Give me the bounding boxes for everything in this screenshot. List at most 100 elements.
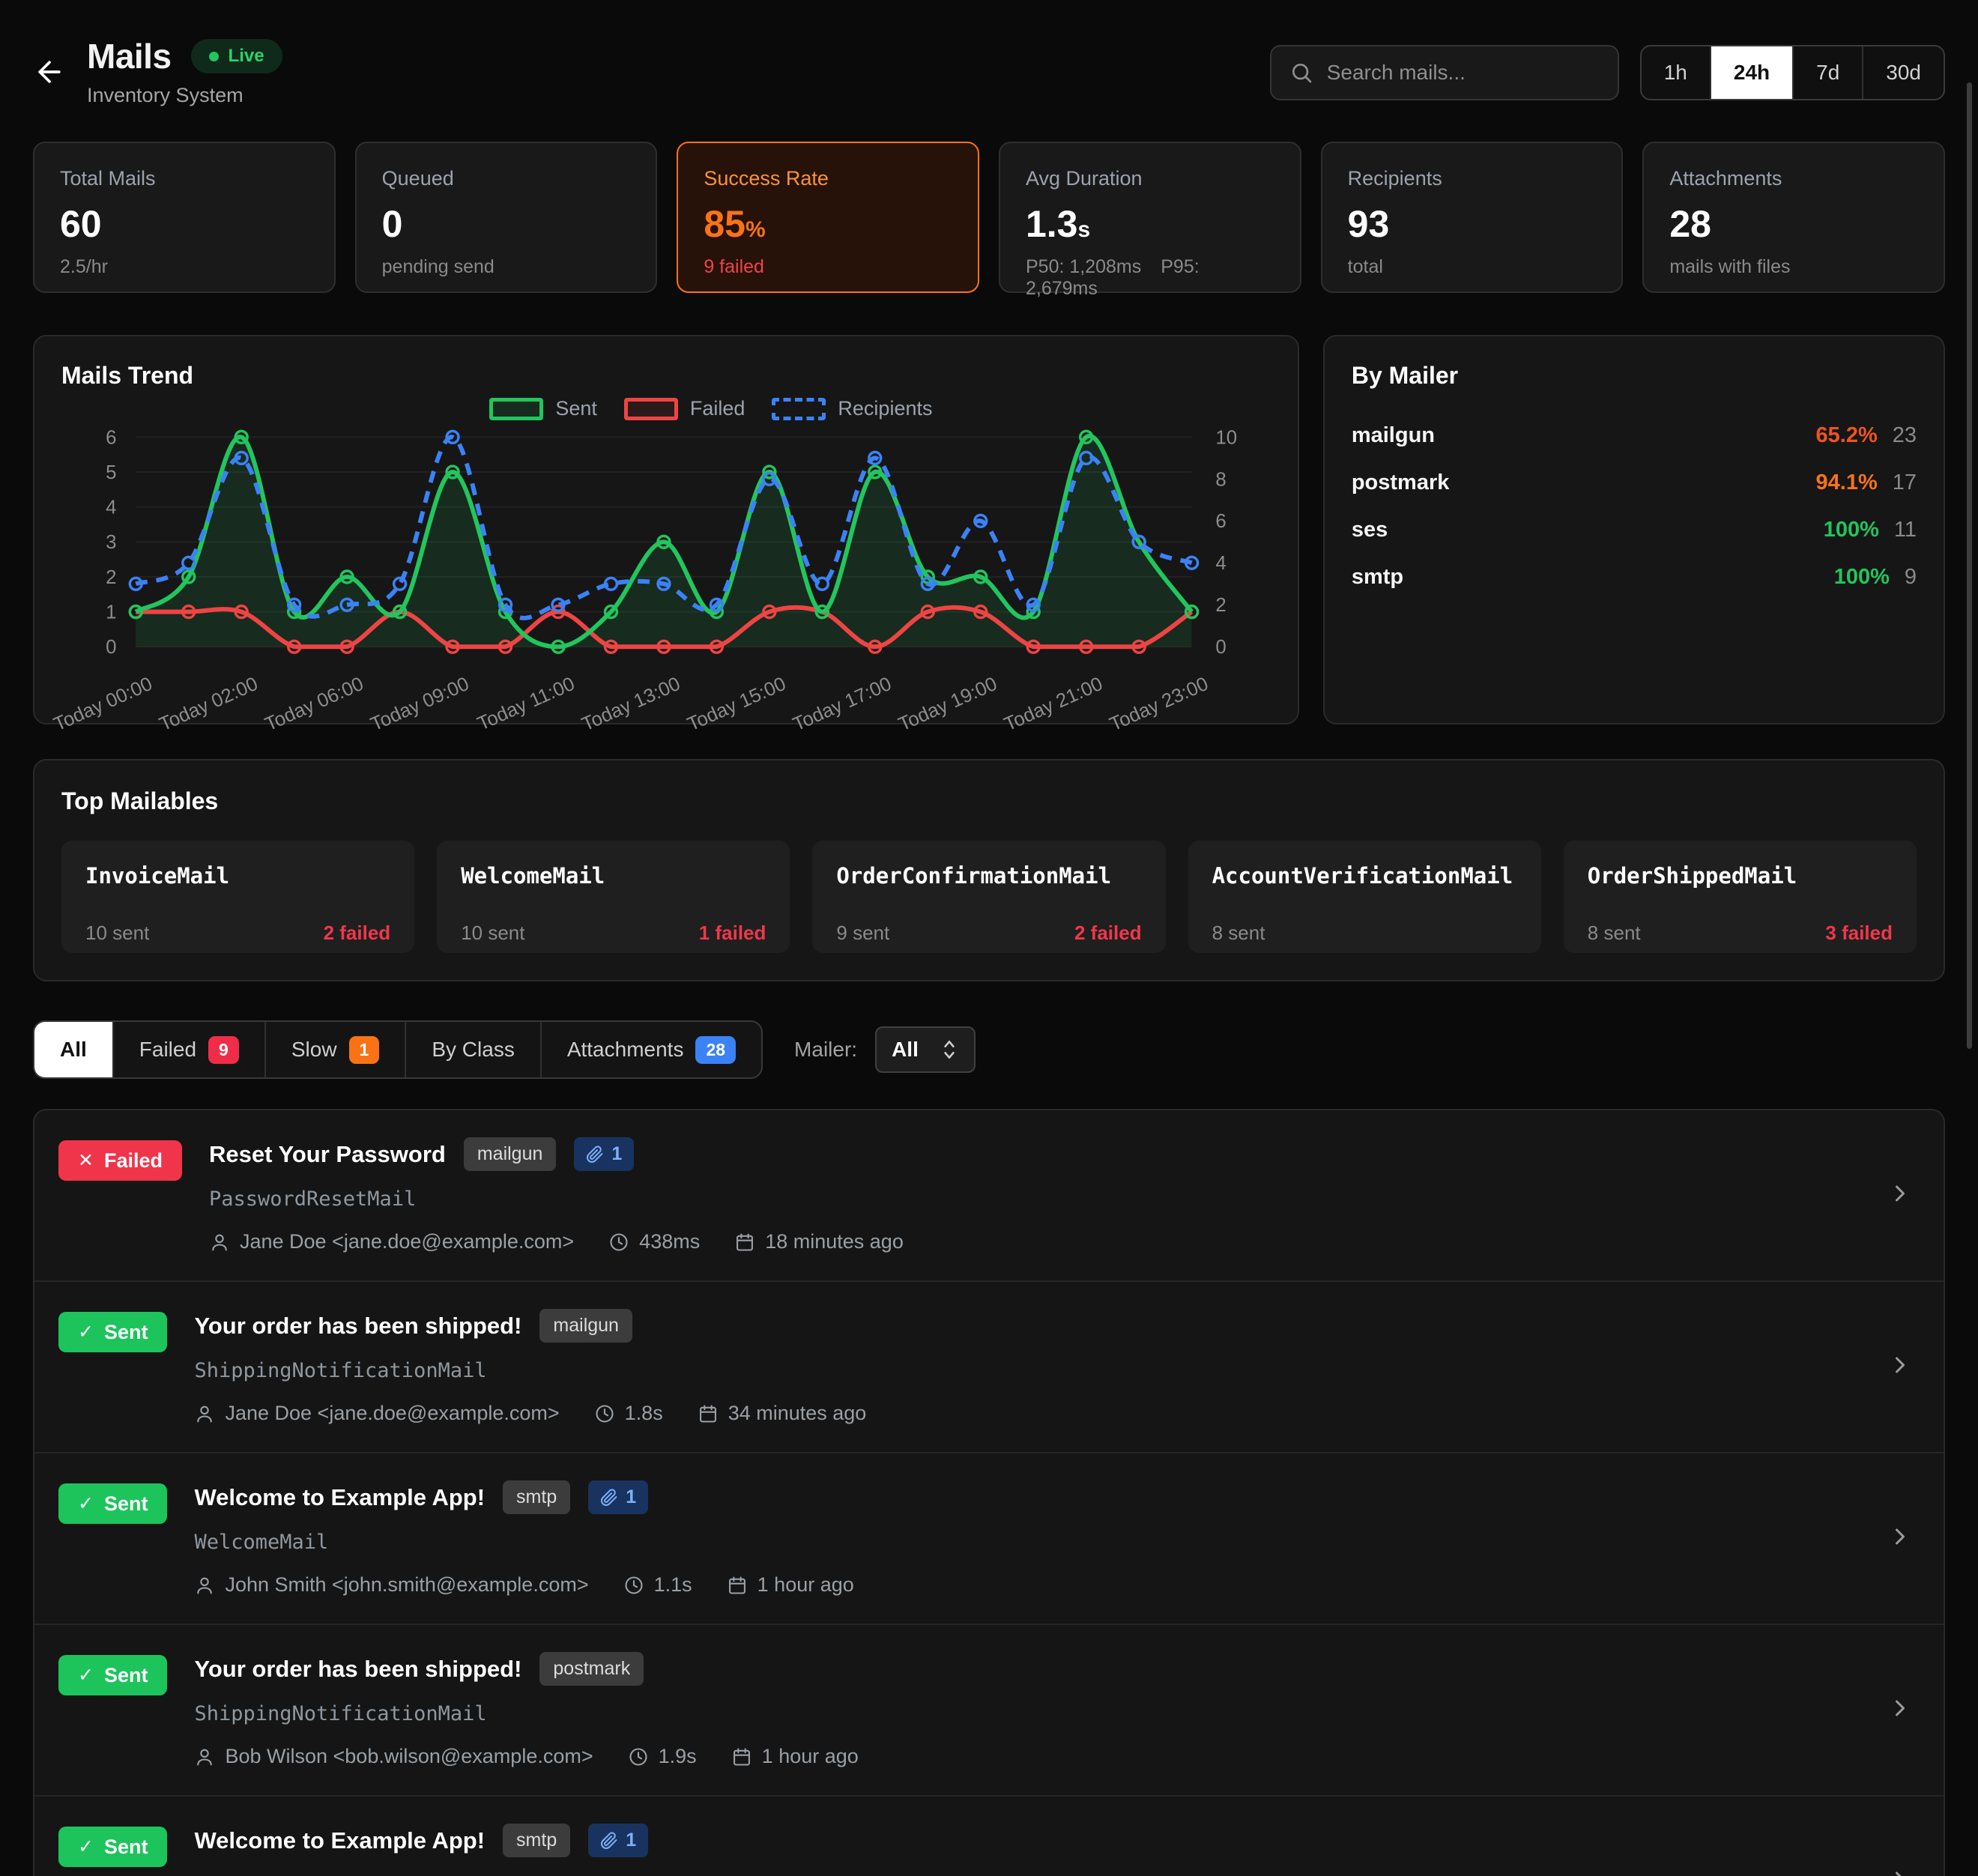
chevron-right-icon <box>1887 1180 1914 1211</box>
mail-list-item[interactable]: ✓ Sent Your order has been shipped! postm… <box>34 1624 1944 1795</box>
mail-list-item[interactable]: ✓ Sent Your order has been shipped! mailg… <box>34 1280 1944 1452</box>
calendar-icon <box>728 1576 745 1594</box>
range-7d-button[interactable]: 7d <box>1792 46 1862 99</box>
svg-text:Today 06:00: Today 06:00 <box>262 674 367 736</box>
mail-subject: Your order has been shipped! <box>194 1312 522 1339</box>
tab-by-class[interactable]: By Class <box>405 1022 539 1077</box>
mailer-chip: postmark <box>539 1652 644 1686</box>
mailer-row-postmark: postmark 94.1% 17 <box>1351 470 1917 494</box>
svg-text:Today 17:00: Today 17:00 <box>790 674 895 736</box>
svg-text:Today 23:00: Today 23:00 <box>1107 674 1212 736</box>
trend-title: Mails Trend <box>61 362 194 389</box>
svg-text:6: 6 <box>106 427 116 448</box>
stat-value: 60 <box>60 203 102 245</box>
tab-attachments[interactable]: Attachments 28 <box>539 1022 761 1077</box>
stat-value: 85% <box>704 203 766 245</box>
mailable-card-order-confirmation: OrderConfirmationMail 9 sent 2 failed <box>812 841 1166 953</box>
app-subtitle: Inventory System <box>87 84 244 106</box>
chevron-right-icon <box>1887 1866 1914 1876</box>
mailable-class: WelcomeMail <box>194 1874 1860 1876</box>
stats-row: Total Mails 60 2.5/hr Queued 0 pending s… <box>33 142 1945 299</box>
mailer-select[interactable]: All <box>875 1026 976 1073</box>
mailable-class: ShippingNotificationMail <box>194 1702 487 1725</box>
back-button[interactable] <box>33 55 66 91</box>
stat-label: Attachments <box>1669 167 1782 190</box>
tab-failed[interactable]: Failed 9 <box>112 1022 264 1077</box>
mailer-chip: smtp <box>503 1480 571 1514</box>
paperclip-icon <box>601 1831 617 1849</box>
mail-list-item[interactable]: ✕ Failed Reset Your Password mailgun 1 Pa… <box>34 1110 1944 1280</box>
mailable-class: ShippingNotificationMail <box>194 1359 487 1382</box>
search-box[interactable] <box>1269 45 1619 100</box>
filter-bar: All Failed 9 Slow 1 By Class Attachments 28… <box>33 1020 1945 1079</box>
tab-slow[interactable]: Slow 1 <box>264 1022 405 1077</box>
legend-sent-swatch <box>489 397 544 420</box>
stat-label: Avg Duration <box>1025 167 1143 190</box>
svg-text:2: 2 <box>106 567 116 588</box>
stat-value: 1.3s <box>1025 203 1091 245</box>
status-badge: ✓ Sent <box>58 1483 168 1524</box>
mailer-count: 9 <box>1904 565 1917 589</box>
duration-meta: 1.9s <box>628 1745 697 1768</box>
time-meta: 18 minutes ago <box>734 1230 904 1253</box>
recipient-meta: Jane Doe <jane.doe@example.com> <box>209 1230 574 1253</box>
by-mailer-card: By Mailer mailgun 65.2% 23 postmark 94.1%… <box>1322 335 1945 724</box>
legend-recipients: Recipients <box>772 397 932 420</box>
stat-card-success-rate: Success Rate 85% 9 failed <box>677 142 979 293</box>
svg-text:Today 19:00: Today 19:00 <box>895 674 1000 736</box>
top-mailables-title: Top Mailables <box>61 787 219 814</box>
mailer-count: 23 <box>1892 423 1917 447</box>
stat-sub: total <box>1347 256 1383 277</box>
range-30d-button[interactable]: 30d <box>1862 46 1944 99</box>
svg-text:10: 10 <box>1215 427 1237 448</box>
attachment-badge: 1 <box>588 1480 649 1514</box>
search-icon <box>1292 64 1312 83</box>
svg-text:3: 3 <box>106 532 116 553</box>
range-24h-button[interactable]: 24h <box>1709 46 1793 99</box>
search-input[interactable] <box>1326 61 1600 85</box>
stat-sub: P50: 1,208ms P95: 2,679ms <box>1025 256 1200 299</box>
mailer-count: 11 <box>1893 518 1917 542</box>
calendar-icon <box>699 1404 716 1423</box>
mailer-chip: mailgun <box>463 1137 557 1171</box>
clock-icon <box>629 1747 647 1766</box>
recipient-meta: John Smith <john.smith@example.com> <box>194 1573 589 1597</box>
mailer-rate: 100% <box>1833 565 1890 589</box>
check-icon: ✓ <box>78 1665 94 1686</box>
stat-card-recipients: Recipients 93 total <box>1320 142 1624 293</box>
svg-text:Today 21:00: Today 21:00 <box>1001 674 1106 736</box>
svg-text:Today 02:00: Today 02:00 <box>157 674 261 736</box>
check-icon: ✓ <box>78 1493 94 1514</box>
mail-list-item[interactable]: ✓Sent Welcome to Example App! smtp 1 Wel… <box>34 1795 1944 1876</box>
live-badge: Live <box>190 39 282 73</box>
stat-card-avg-duration: Avg Duration 1.3s P50: 1,208ms P95: 2,679… <box>998 142 1301 299</box>
clock-icon <box>610 1232 628 1251</box>
stat-card-attachments: Attachments 28 mails with files <box>1642 142 1945 293</box>
time-meta: 34 minutes ago <box>698 1402 866 1425</box>
stat-card-queued: Queued 0 pending send <box>354 142 658 293</box>
tab-all[interactable]: All <box>34 1022 112 1077</box>
mail-subject: Reset Your Password <box>208 1140 446 1167</box>
legend-failed: Failed <box>623 397 745 420</box>
mail-list: ✕ Failed Reset Your Password mailgun 1 Pa… <box>33 1109 1945 1876</box>
paperclip-icon <box>601 1488 617 1506</box>
mailer-filter: Mailer: All <box>794 1026 976 1073</box>
chart-legend: Sent Failed Recipients <box>151 397 1271 420</box>
mailer-count: 17 <box>1892 470 1917 494</box>
mailable-card-invoice: InvoiceMail 10 sent 2 failed <box>61 841 415 953</box>
range-1h-button[interactable]: 1h <box>1642 46 1710 99</box>
stat-sub: mails with files <box>1669 256 1791 277</box>
failed-count-badge: 9 <box>208 1035 239 1064</box>
calendar-icon <box>737 1232 754 1251</box>
svg-text:0: 0 <box>1215 637 1226 658</box>
stat-sub: pending send <box>381 256 494 277</box>
mail-subject: Welcome to Example App! <box>194 1483 486 1510</box>
paperclip-icon <box>587 1145 603 1163</box>
stat-label: Recipients <box>1347 167 1442 190</box>
scrollbar-thumb[interactable] <box>1967 82 1972 1049</box>
mail-list-item[interactable]: ✓Sent Welcome to Example App! smtp 1 Wel… <box>34 1452 1944 1624</box>
top-mailables-card: Top Mailables InvoiceMail 10 sent 2 faile… <box>33 759 1945 981</box>
duration-meta: 1.8s <box>594 1402 663 1425</box>
status-badge: ✓ Sent <box>58 1827 168 1867</box>
